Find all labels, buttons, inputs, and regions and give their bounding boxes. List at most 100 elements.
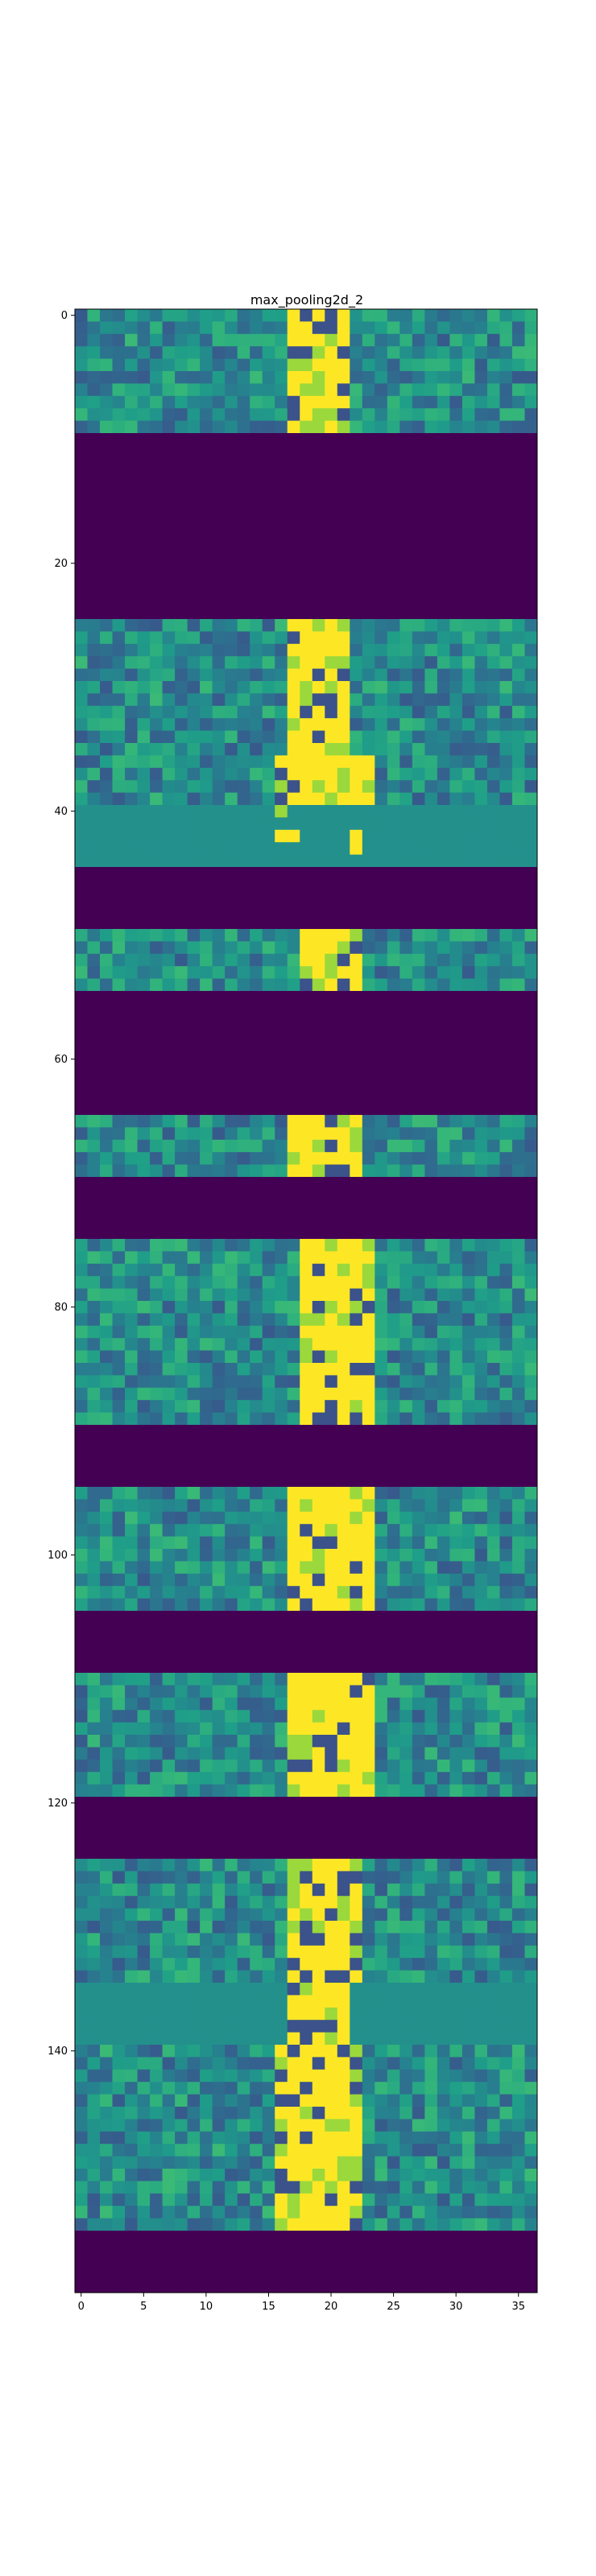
heatmap-cell	[112, 532, 126, 545]
heatmap-cell	[362, 730, 375, 744]
heatmap-cell	[100, 1375, 113, 1389]
heatmap-cell	[399, 1834, 413, 1847]
heatmap-cell	[424, 1846, 438, 1860]
heatmap-cell	[137, 1772, 151, 1785]
heatmap-cell	[287, 1363, 300, 1376]
heatmap-cell	[200, 1102, 213, 1116]
heatmap-cell	[200, 1276, 213, 1289]
heatmap-cell	[100, 1251, 113, 1265]
heatmap-cell	[312, 408, 325, 421]
heatmap-cell	[350, 569, 363, 583]
heatmap-cell	[237, 1090, 250, 1103]
heatmap-cell	[387, 1499, 400, 1513]
heatmap-cell	[75, 1921, 88, 1934]
heatmap-cell	[112, 1747, 126, 1761]
heatmap-cell	[112, 1784, 126, 1798]
heatmap-cell	[424, 1809, 438, 1823]
heatmap-cell	[250, 606, 263, 620]
heatmap-cell	[499, 594, 513, 607]
heatmap-cell	[474, 1846, 488, 1860]
heatmap-cell	[474, 643, 488, 657]
heatmap-cell	[112, 904, 126, 917]
heatmap-cell	[399, 1598, 413, 1612]
heatmap-cell	[461, 780, 475, 793]
heatmap-cell	[300, 1883, 313, 1897]
heatmap-cell	[474, 1524, 488, 1537]
heatmap-cell	[499, 1474, 513, 1488]
heatmap-cell	[137, 457, 151, 471]
heatmap-cell	[474, 1784, 488, 1798]
heatmap-cell	[87, 519, 101, 533]
heatmap-cell	[524, 978, 538, 992]
heatmap-cell	[100, 1487, 113, 1500]
heatmap-cell	[125, 681, 138, 694]
heatmap-cell	[237, 1945, 250, 1959]
heatmap-cell	[225, 1958, 238, 1971]
heatmap-cell	[362, 867, 375, 880]
heatmap-cell	[412, 805, 425, 818]
heatmap-cell	[162, 1536, 176, 1550]
heatmap-cell	[112, 978, 126, 992]
heatmap-cell	[337, 1400, 350, 1413]
heatmap-cell	[112, 1524, 126, 1537]
heatmap-cell	[337, 594, 350, 607]
heatmap-cell	[312, 309, 325, 322]
heatmap-cell	[362, 383, 375, 397]
heatmap-cell	[350, 1611, 363, 1624]
heatmap-cell	[399, 1685, 413, 1699]
heatmap-cell	[474, 1635, 488, 1649]
heatmap-cell	[137, 1201, 151, 1215]
heatmap-cell	[212, 1797, 226, 1810]
heatmap-cell	[225, 817, 238, 831]
heatmap-cell	[112, 879, 126, 893]
heatmap-cell	[187, 767, 201, 781]
heatmap-cell	[300, 1065, 313, 1079]
heatmap-cell	[387, 507, 400, 521]
heatmap-cell	[250, 1387, 263, 1401]
heatmap-cell	[187, 1288, 201, 1302]
heatmap-cell	[486, 743, 500, 756]
heatmap-cell	[175, 1102, 188, 1116]
heatmap-cell	[162, 1648, 176, 1661]
heatmap-cell	[375, 1635, 388, 1649]
heatmap-cell	[250, 1201, 263, 1215]
heatmap-cell	[187, 1673, 201, 1686]
heatmap-cell	[486, 1883, 500, 1897]
heatmap-cell	[212, 668, 226, 682]
heatmap-cell	[474, 346, 488, 359]
heatmap-cell	[362, 643, 375, 657]
heatmap-cell	[162, 1412, 176, 1426]
heatmap-cell	[461, 953, 475, 967]
heatmap-cell	[461, 1090, 475, 1103]
heatmap-cell	[125, 867, 138, 880]
heatmap-cell	[424, 544, 438, 558]
heatmap-cell	[375, 408, 388, 421]
heatmap-cell	[350, 1053, 363, 1066]
heatmap-cell	[437, 1673, 450, 1686]
heatmap-cell	[75, 1598, 88, 1612]
heatmap-cell	[137, 718, 151, 731]
heatmap-cell	[524, 557, 538, 570]
heatmap-cell	[162, 755, 176, 769]
heatmap-cell	[125, 1896, 138, 1909]
heatmap-cell	[212, 1400, 226, 1413]
heatmap-cell	[162, 1301, 176, 1314]
heatmap-cell	[461, 1201, 475, 1215]
heatmap-cell	[362, 1102, 375, 1116]
heatmap-cell	[87, 1759, 101, 1773]
heatmap-cell	[187, 730, 201, 744]
heatmap-cell	[200, 705, 213, 719]
heatmap-cell	[275, 755, 288, 769]
heatmap-cell	[262, 1561, 275, 1575]
heatmap-cell	[262, 1511, 275, 1525]
heatmap-cell	[412, 929, 425, 942]
heatmap-cell	[375, 1449, 388, 1463]
heatmap-cell	[474, 1425, 488, 1438]
heatmap-cell	[375, 1226, 388, 1240]
heatmap-cell	[100, 1635, 113, 1649]
heatmap-cell	[524, 1487, 538, 1500]
heatmap-cell	[461, 1970, 475, 1984]
heatmap-cell	[250, 532, 263, 545]
heatmap-cell	[437, 1970, 450, 1984]
heatmap-cell	[424, 1598, 438, 1612]
